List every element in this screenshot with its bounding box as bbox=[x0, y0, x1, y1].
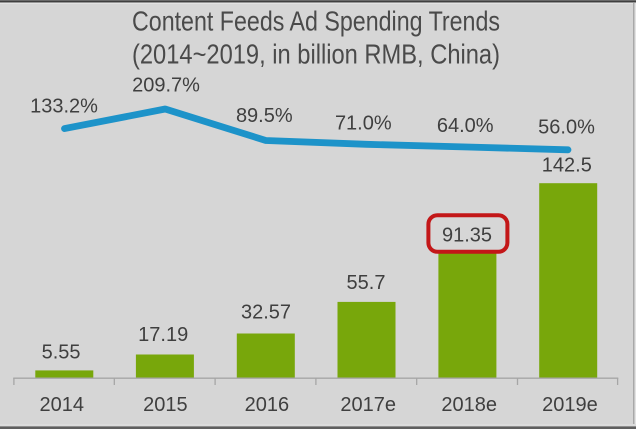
svg-text:56.0%: 56.0% bbox=[538, 116, 595, 138]
svg-text:(2014~2019, in billion RMB, Ch: (2014~2019, in billion RMB, China) bbox=[132, 39, 500, 70]
svg-text:2017e: 2017e bbox=[340, 394, 396, 416]
svg-text:2014: 2014 bbox=[40, 394, 85, 416]
svg-text:2015: 2015 bbox=[143, 394, 188, 416]
svg-text:2018e: 2018e bbox=[441, 394, 497, 416]
svg-text:Content Feeds Ad Spending Tren: Content Feeds Ad Spending Trends bbox=[132, 6, 500, 37]
svg-text:142.5: 142.5 bbox=[542, 154, 592, 176]
svg-text:89.5%: 89.5% bbox=[236, 105, 293, 127]
svg-text:133.2%: 133.2% bbox=[30, 96, 98, 118]
svg-text:91.35: 91.35 bbox=[442, 225, 492, 247]
svg-text:2019e: 2019e bbox=[542, 394, 598, 416]
svg-text:64.0%: 64.0% bbox=[437, 115, 494, 137]
svg-text:209.7%: 209.7% bbox=[132, 74, 200, 96]
svg-text:5.55: 5.55 bbox=[42, 341, 81, 363]
svg-text:55.7: 55.7 bbox=[347, 272, 386, 294]
svg-text:17.19: 17.19 bbox=[138, 324, 188, 346]
svg-text:32.57: 32.57 bbox=[241, 302, 291, 324]
svg-text:2016: 2016 bbox=[245, 394, 290, 416]
svg-text:71.0%: 71.0% bbox=[335, 112, 392, 134]
